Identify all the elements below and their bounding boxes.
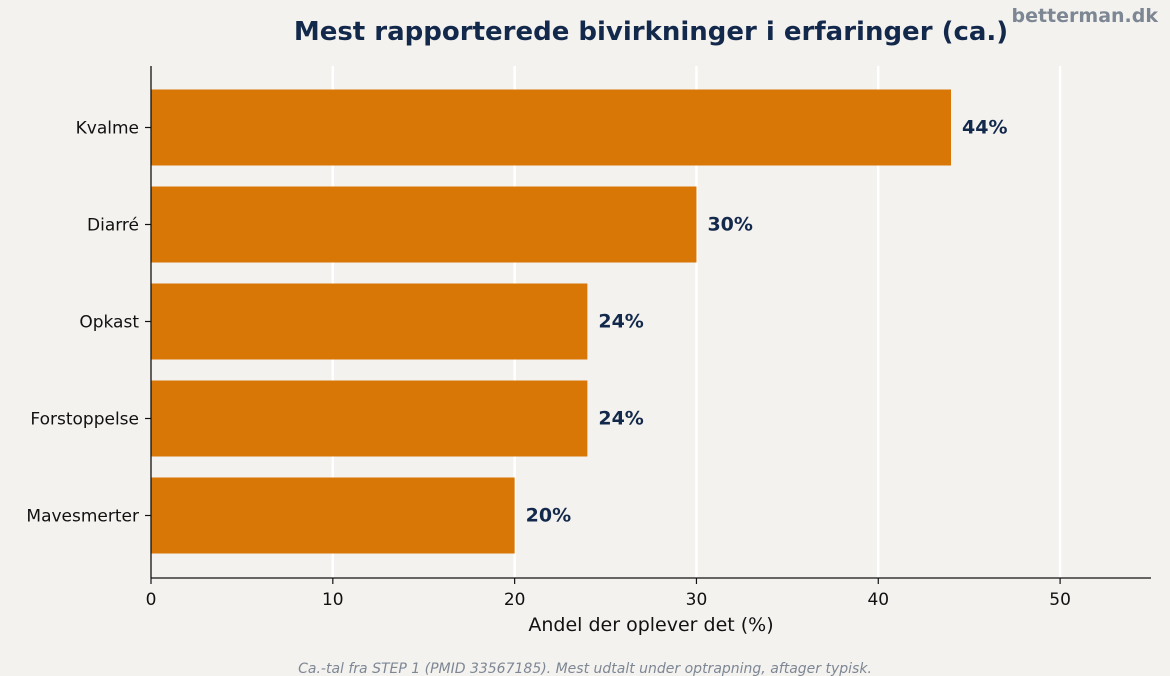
x-tick-label: 50: [1049, 590, 1071, 610]
data-label: 44%: [962, 117, 1007, 139]
data-label: 24%: [598, 408, 643, 430]
x-tick-label: 40: [867, 590, 889, 610]
chart-title: Mest rapporterede bivirkninger i erfarin…: [294, 17, 1008, 47]
bar-3: [151, 283, 588, 360]
footnote: Ca.-tal fra STEP 1 (PMID 33567185). Mest…: [298, 661, 872, 676]
x-tick-label: 30: [686, 590, 708, 610]
x-tick-label: 20: [504, 590, 526, 610]
y-tick-label: Diarré: [87, 216, 139, 236]
y-tick-label: Mavesmerter: [26, 507, 139, 527]
y-tick-label: Forstoppelse: [30, 410, 139, 430]
brand-watermark: betterman.dk: [1011, 5, 1158, 27]
bar-2: [151, 186, 697, 263]
x-axis-ticks: 0 10 20 30 40 50: [146, 578, 1071, 610]
data-label: 20%: [526, 505, 571, 527]
bars: 44% 30% 24% 24% 20%: [151, 89, 1007, 554]
y-axis-ticks: Kvalme Diarré Opkast Forstoppelse Mavesmerte…: [26, 119, 151, 527]
y-tick-label: Opkast: [79, 313, 139, 333]
data-label: 30%: [707, 214, 752, 236]
bar-1: [151, 89, 951, 166]
bar-5: [151, 477, 515, 554]
x-tick-label: 0: [146, 590, 157, 610]
x-tick-label: 10: [322, 590, 344, 610]
x-axis-label: Andel der oplever det (%): [528, 614, 773, 636]
y-tick-label: Kvalme: [76, 119, 139, 139]
bar-4: [151, 380, 588, 457]
data-label: 24%: [598, 311, 643, 333]
